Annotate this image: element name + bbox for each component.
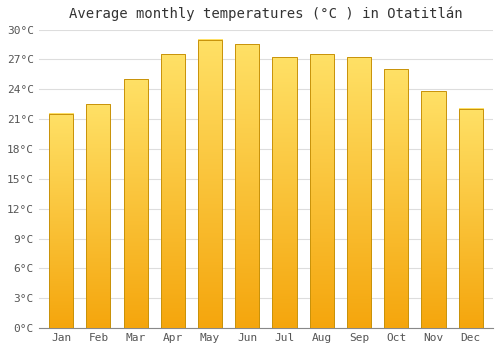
Bar <box>198 40 222 328</box>
Bar <box>310 55 334 328</box>
Bar <box>384 69 408 328</box>
Bar <box>347 57 371 328</box>
Bar <box>160 55 185 328</box>
Title: Average monthly temperatures (°C ) in Otatitlán: Average monthly temperatures (°C ) in Ot… <box>69 7 462 21</box>
Bar <box>422 91 446 328</box>
Bar <box>49 114 73 328</box>
Bar <box>86 104 110 328</box>
Bar <box>458 109 483 328</box>
Bar <box>124 79 148 328</box>
Bar <box>235 44 260 328</box>
Bar <box>272 57 296 328</box>
